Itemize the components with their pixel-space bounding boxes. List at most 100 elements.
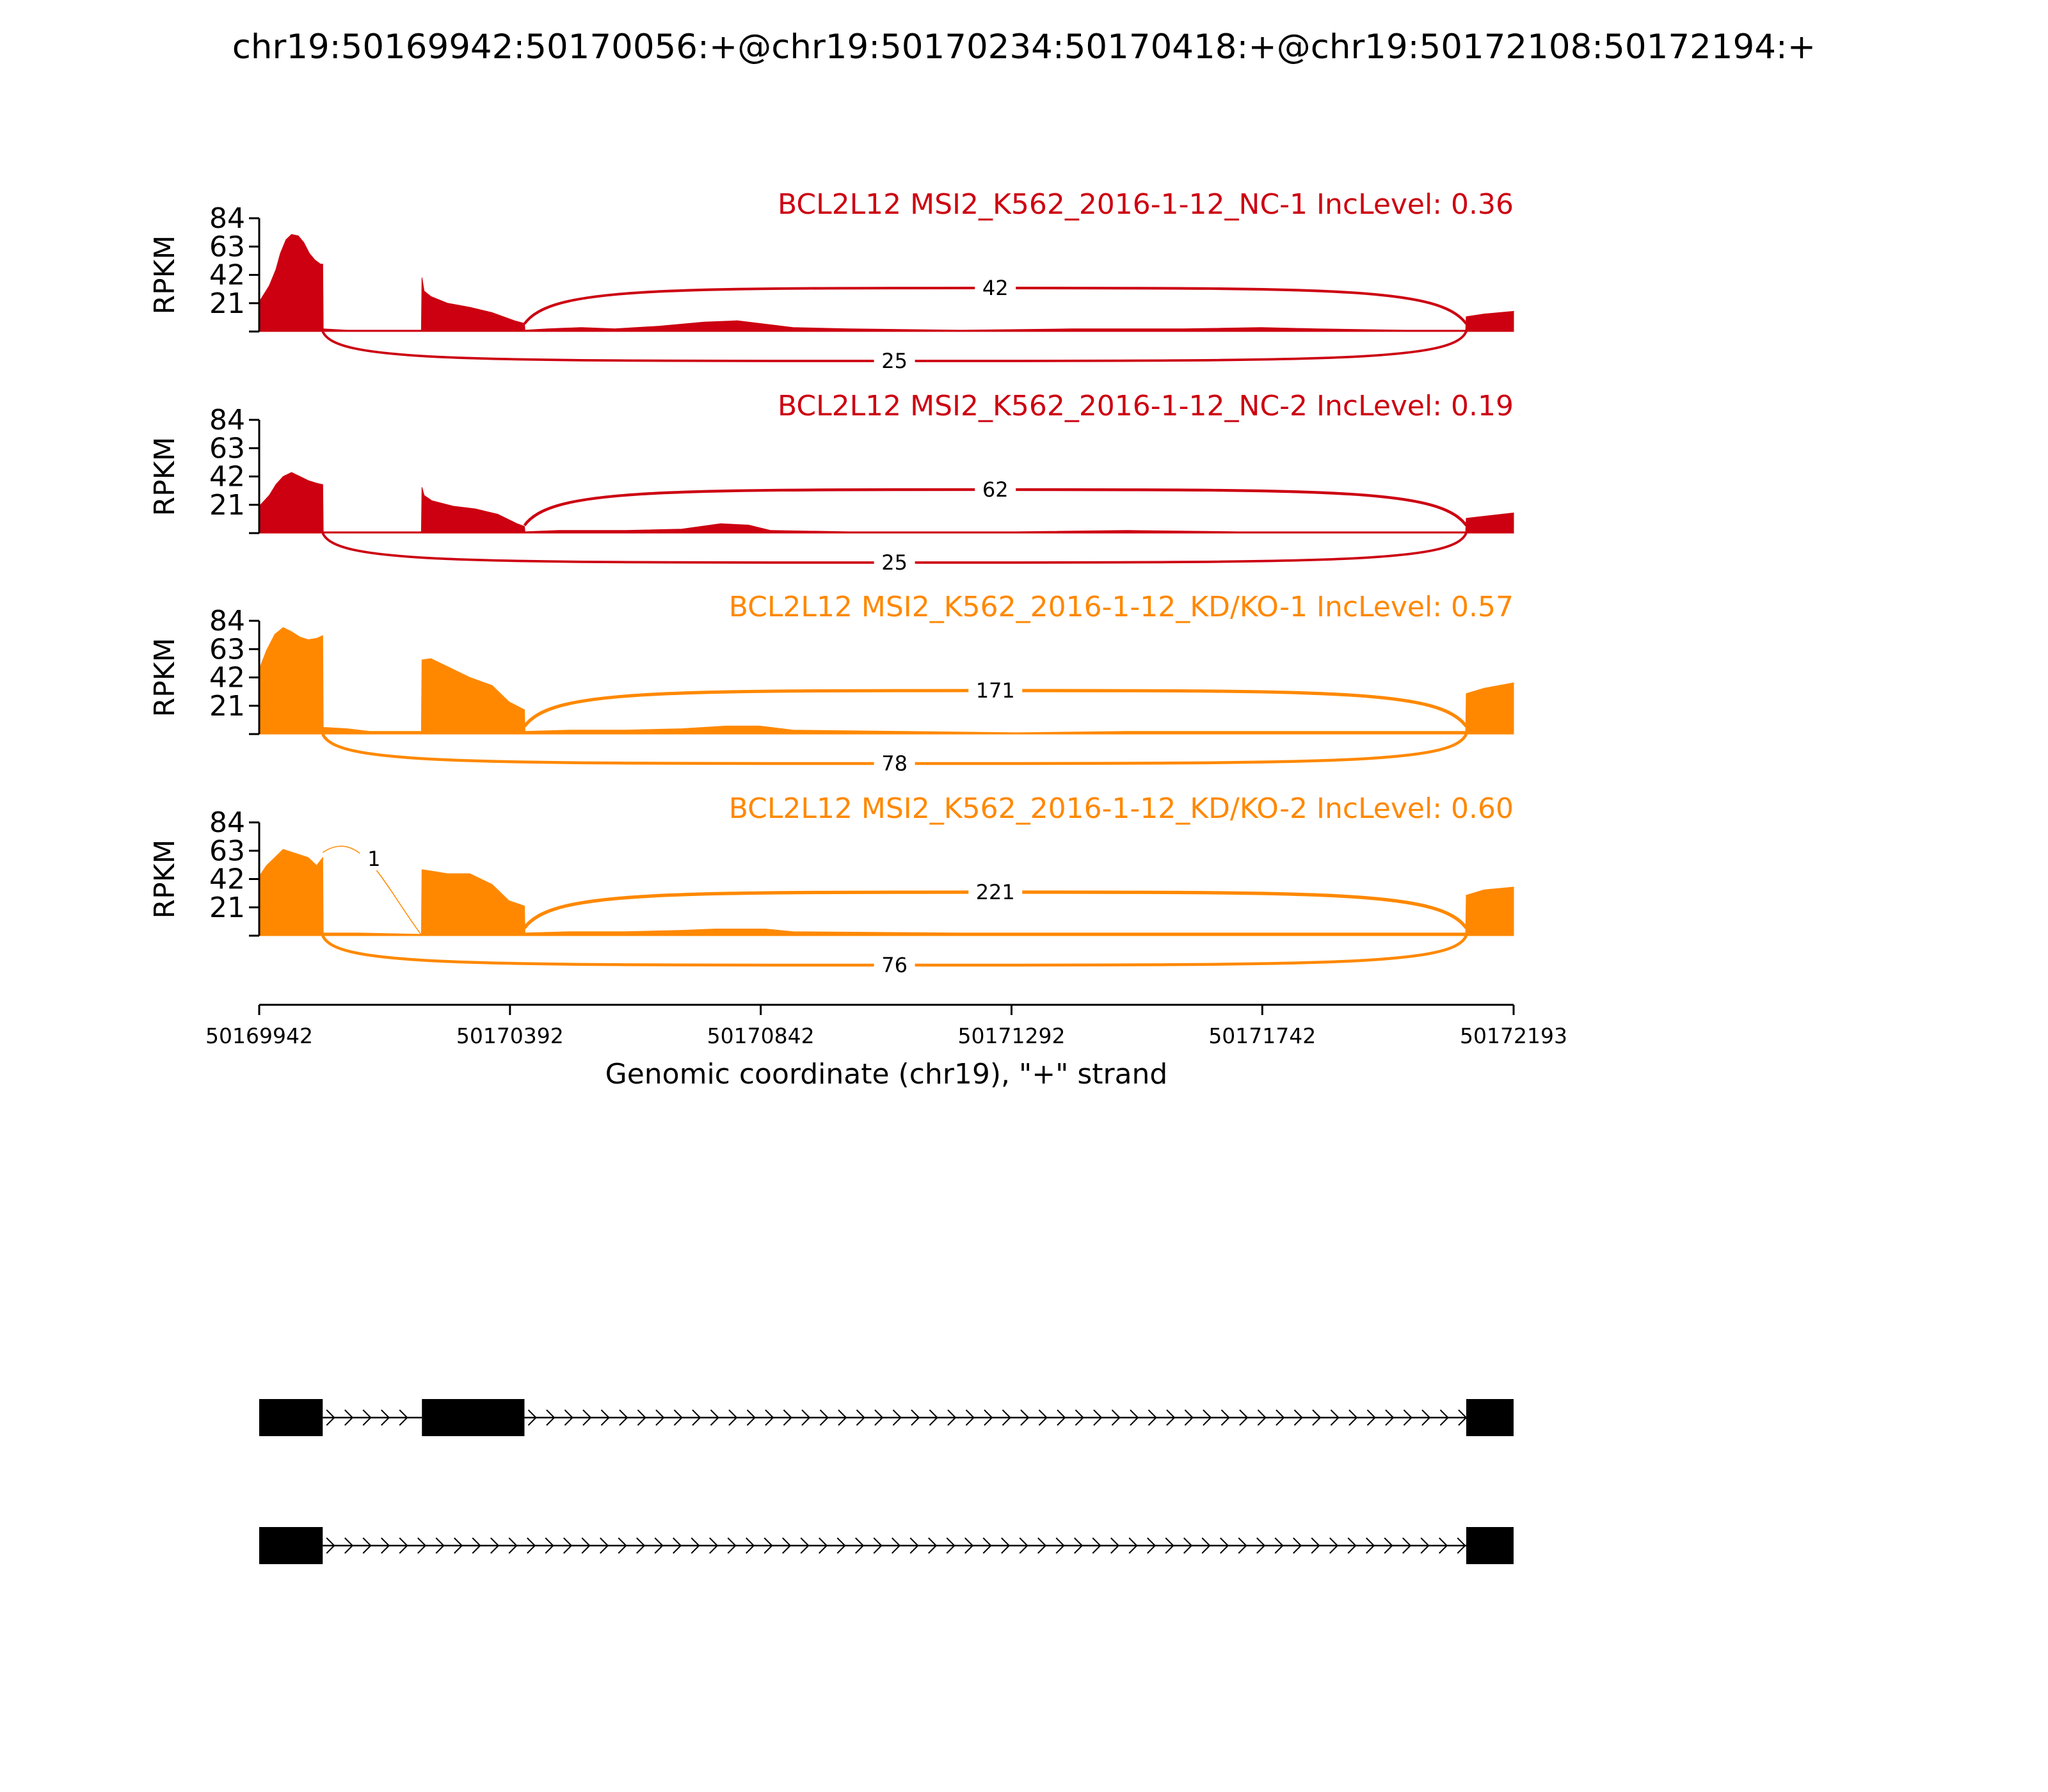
x-tick-label: 50170842 (707, 1023, 815, 1048)
sample-label: BCL2L12 MSI2_K562_2016-1-12_KD/KO-2 IncL… (729, 792, 1514, 825)
strand-arrow (454, 1537, 463, 1554)
sample-label: BCL2L12 MSI2_K562_2016-1-12_KD/KO-1 IncL… (729, 591, 1514, 623)
exon-block (1466, 1399, 1514, 1436)
strand-arrow (326, 1537, 335, 1554)
exon-block (259, 1399, 323, 1436)
strand-arrow (1385, 1409, 1395, 1426)
y-tick-label: 63 (209, 230, 245, 263)
strand-arrow (892, 1409, 902, 1426)
junction-count-box (968, 679, 1023, 702)
strand-arrow (1311, 1537, 1320, 1554)
exon-block (259, 1527, 323, 1564)
strand-arrow (801, 1409, 811, 1426)
strand-arrow (1002, 1409, 1011, 1426)
junction-count-box (874, 954, 915, 977)
y-tick-label: 63 (209, 835, 245, 867)
coverage-area (259, 627, 1514, 735)
strand-arrow (1075, 1409, 1084, 1426)
x-tick-label: 50169942 (205, 1023, 313, 1048)
strand-arrow (1457, 1537, 1466, 1554)
strand-arrow (1184, 1409, 1194, 1426)
strand-arrow (1147, 1537, 1156, 1554)
exon-block (1466, 1527, 1514, 1564)
strand-arrow (1057, 1409, 1066, 1426)
sample-label: BCL2L12 MSI2_K562_2016-1-12_NC-2 IncLeve… (778, 390, 1514, 422)
strand-arrow (1421, 1409, 1431, 1426)
strand-arrow (1439, 1409, 1449, 1426)
strand-arrow (581, 1537, 591, 1554)
strand-arrow (873, 1537, 883, 1554)
strand-arrow (362, 1409, 372, 1426)
strand-arrow (1439, 1537, 1448, 1554)
strand-arrow (1183, 1537, 1193, 1554)
junction-count-box (874, 551, 915, 574)
strand-arrow (929, 1409, 938, 1426)
strand-arrow (765, 1409, 774, 1426)
y-tick-label: 42 (209, 259, 245, 292)
strand-arrow (472, 1537, 481, 1554)
figure-title: chr19:50169942:50170056:+@chr19:50170234… (232, 28, 1816, 67)
strand-arrow (855, 1537, 865, 1554)
strand-arrow (909, 1537, 919, 1554)
strand-arrow (654, 1537, 664, 1554)
strand-arrow (746, 1409, 756, 1426)
strand-arrow (527, 1409, 537, 1426)
strand-arrow (1166, 1409, 1176, 1426)
strand-arrow (1458, 1409, 1468, 1426)
strand-arrow (965, 1409, 975, 1426)
transcript-2 (259, 1527, 1514, 1564)
strand-arrow (1384, 1537, 1393, 1554)
strand-arrow (746, 1537, 755, 1554)
strand-arrow (836, 1537, 846, 1554)
strand-arrow (1201, 1537, 1211, 1554)
strand-arrow (1366, 1537, 1375, 1554)
strand-arrow (946, 1537, 956, 1554)
exon-block (422, 1399, 525, 1436)
strand-arrow (782, 1537, 792, 1554)
strand-arrow (1111, 1409, 1121, 1426)
strand-arrow (1110, 1537, 1120, 1554)
junction-count: 171 (976, 678, 1015, 703)
junction-count-box (975, 276, 1016, 300)
strand-arrow (838, 1409, 847, 1426)
coverage-area (259, 472, 1514, 534)
strand-arrow (1256, 1537, 1266, 1554)
x-tick-label: 50170392 (456, 1023, 564, 1048)
strand-arrow (1348, 1409, 1358, 1426)
strand-arrow (1220, 1409, 1230, 1426)
strand-arrow (1165, 1537, 1174, 1554)
strand-arrow (673, 1409, 683, 1426)
strand-arrow (874, 1409, 884, 1426)
strand-arrow (1130, 1409, 1139, 1426)
strand-arrow (1038, 1409, 1048, 1426)
strand-arrow (728, 1409, 738, 1426)
strand-arrow (1420, 1537, 1430, 1554)
junction-count: 1 (367, 847, 380, 871)
strand-arrow (545, 1537, 554, 1554)
strand-arrow (1220, 1537, 1229, 1554)
strand-arrow (1293, 1409, 1303, 1426)
strand-arrow (619, 1409, 628, 1426)
strand-arrow (692, 1409, 701, 1426)
junction-count-box (968, 881, 1023, 904)
junction-count-box (874, 349, 915, 372)
strand-arrow (546, 1409, 556, 1426)
strand-arrow (1001, 1537, 1011, 1554)
junction-count-box (874, 752, 915, 775)
strand-arrow (1276, 1409, 1285, 1426)
junction-count: 42 (982, 276, 1009, 300)
junction-count: 62 (982, 477, 1009, 502)
strand-arrow (600, 1537, 609, 1554)
y-tick-label: 21 (209, 690, 245, 723)
strand-arrow (1347, 1537, 1357, 1554)
strand-arrow (911, 1409, 920, 1426)
strand-arrow (982, 1537, 992, 1554)
strand-arrow (819, 1537, 828, 1554)
y-axis-label: RPKM (148, 437, 181, 516)
coverage-area (259, 849, 1514, 936)
y-tick-label: 42 (209, 863, 245, 896)
strand-arrow (928, 1537, 938, 1554)
y-tick-label: 84 (209, 404, 245, 436)
